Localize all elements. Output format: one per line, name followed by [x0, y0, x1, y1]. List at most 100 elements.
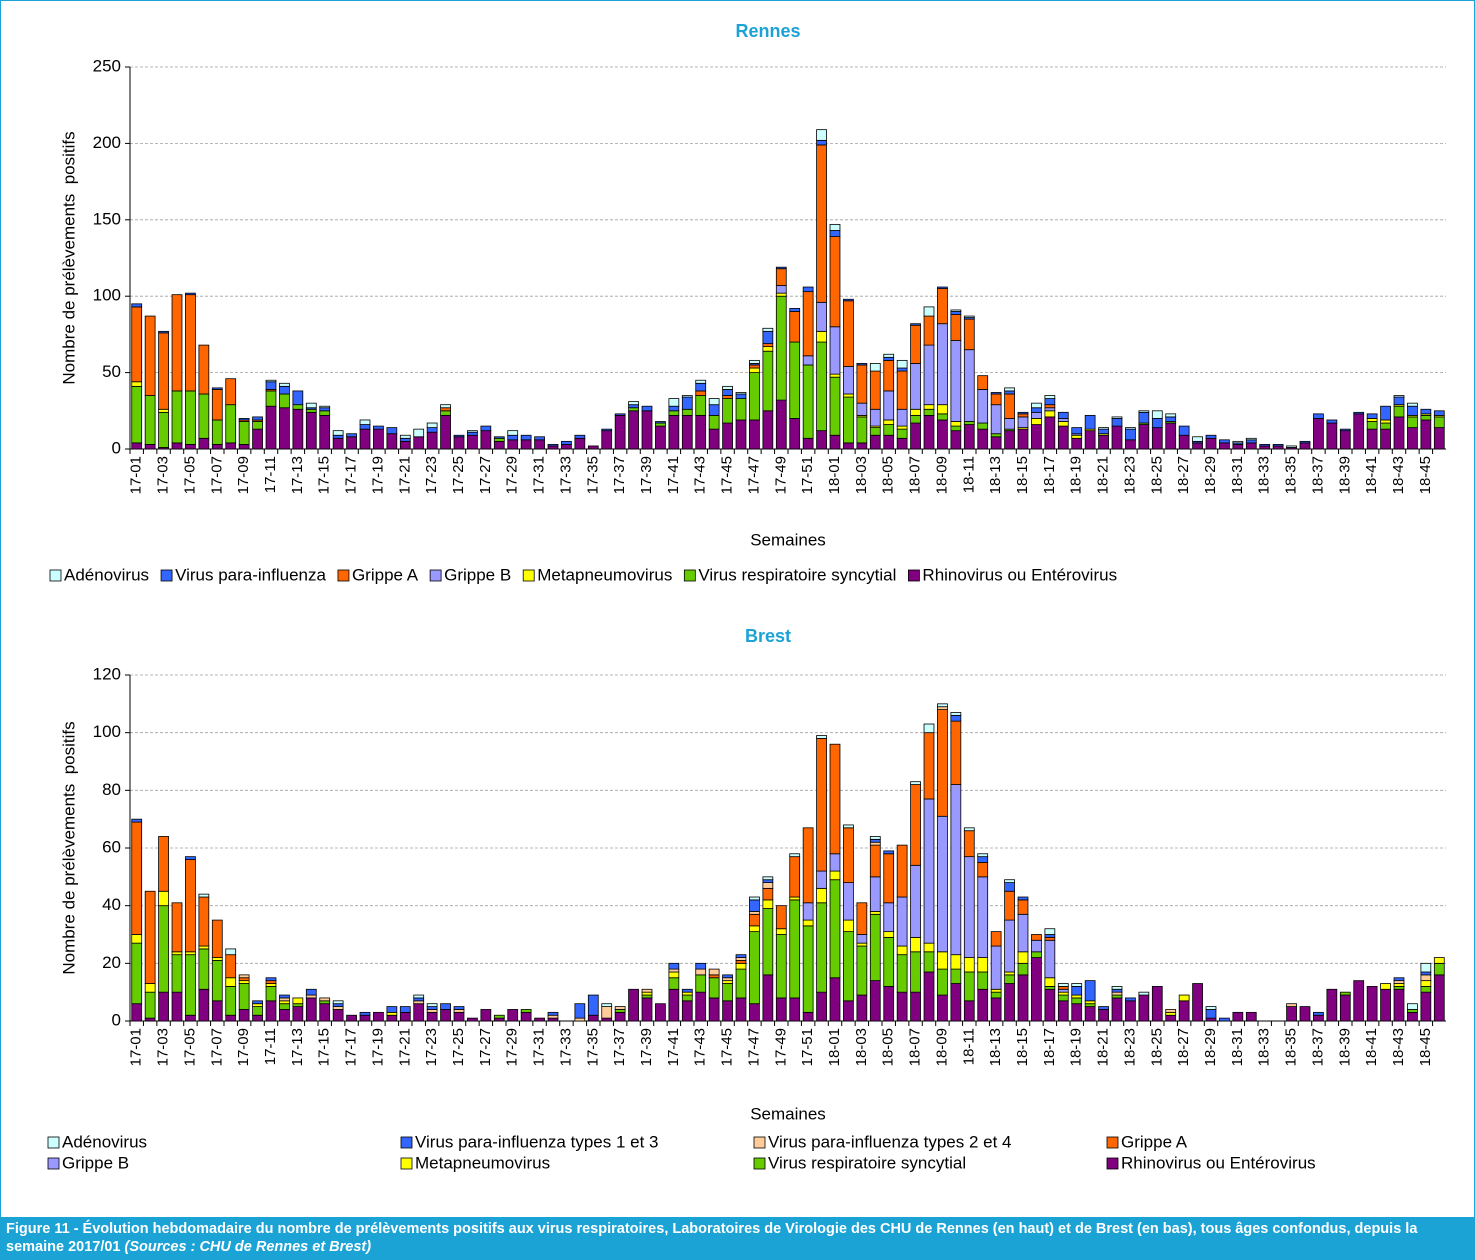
bar-segment	[883, 434, 895, 450]
bar-segment	[695, 968, 707, 976]
legend-label: Adénovirus	[64, 565, 149, 584]
bar-segment	[480, 425, 492, 432]
bar-segment	[1232, 440, 1244, 444]
bar-segment	[856, 442, 868, 450]
bar-segment	[359, 428, 371, 450]
bar-segment	[1313, 418, 1324, 450]
bar-segment	[708, 974, 720, 979]
bar-segment	[1339, 991, 1351, 996]
x-tick-label: 17-33	[557, 1028, 574, 1066]
bar-segment	[708, 968, 720, 976]
bar-segment	[252, 1006, 263, 1016]
bar-segment	[440, 1009, 451, 1022]
bar-segment	[843, 442, 854, 450]
bar-segment	[1313, 1014, 1324, 1022]
x-tick-label: 18-13	[987, 1028, 1004, 1066]
bar-segment	[950, 712, 962, 716]
bar-segment	[883, 390, 895, 421]
bar-segment	[937, 703, 948, 708]
bar-segment	[1098, 1009, 1109, 1022]
bar-segment	[1380, 405, 1391, 421]
x-tick-label: 17-43	[692, 456, 709, 494]
bar-segment	[937, 709, 948, 817]
bar-segment	[869, 876, 881, 912]
x-tick-label: 17-07	[208, 456, 225, 494]
bar-segment	[1138, 994, 1150, 1022]
y-tick-label: 20	[102, 953, 121, 972]
legend-swatch	[1106, 1136, 1119, 1149]
bar-segment	[789, 856, 801, 898]
x-tick-label: 18-11	[960, 1028, 977, 1065]
bar-segment	[399, 1011, 411, 1022]
bar-segment	[789, 308, 801, 312]
bar-segment	[695, 395, 707, 416]
bar-segment	[843, 824, 854, 829]
bar-segment	[1326, 988, 1338, 1022]
bar-segment	[1219, 442, 1230, 450]
bar-segment	[923, 798, 935, 944]
bar-segment	[856, 942, 868, 947]
bar-segment	[883, 931, 895, 938]
bar-segment	[211, 957, 223, 961]
bar-segment	[1044, 398, 1056, 406]
bar-segment	[1420, 974, 1432, 982]
bar-segment	[1044, 410, 1056, 418]
bar-segment	[1044, 407, 1056, 412]
bar-segment	[856, 363, 868, 366]
bar-segment	[1192, 983, 1203, 1022]
x-tick-label: 18-17	[1041, 1028, 1058, 1066]
x-tick-label: 18-45	[1417, 1028, 1434, 1066]
bar-segment	[843, 393, 854, 398]
bar-segment	[829, 743, 841, 855]
bar-segment	[225, 1014, 237, 1022]
bar-segment	[574, 437, 586, 450]
bar-segment	[587, 1014, 599, 1022]
bar-segment	[1057, 425, 1069, 450]
bar-segment	[1071, 427, 1083, 435]
bar-segment	[923, 315, 935, 346]
x-tick-label: 17-49	[772, 1028, 789, 1066]
x-tick-label: 18-23	[1121, 456, 1138, 494]
bar-segment	[225, 986, 237, 1016]
bar-segment	[279, 393, 290, 409]
x-tick-label: 18-13	[987, 456, 1004, 494]
bar-segment	[211, 389, 223, 421]
bar-segment	[520, 439, 532, 450]
bar-segment	[869, 980, 881, 1022]
y-axis-label: Nombre de prélèvements positifs	[59, 721, 78, 974]
x-tick-label: 18-09	[933, 456, 950, 494]
caption-text: Figure 11 - Évolution hebdomadaire du no…	[6, 1221, 1418, 1255]
bar-segment	[319, 1000, 331, 1005]
bar-segment	[1178, 434, 1190, 450]
x-tick-label: 17-01	[128, 456, 145, 494]
x-tick-label: 17-21	[396, 1028, 413, 1066]
bar-segment	[668, 962, 680, 970]
bar-segment	[843, 827, 854, 883]
legend-swatch	[337, 569, 350, 582]
bar-segment	[990, 991, 1002, 999]
bar-segment	[681, 991, 693, 996]
x-tick-label: 17-35	[584, 456, 601, 494]
bar-segment	[359, 1011, 371, 1016]
bar-segment	[735, 398, 747, 421]
bar-segment	[1004, 882, 1015, 892]
bar-segment	[185, 390, 196, 445]
bar-segment	[681, 408, 693, 416]
bar-segment	[1044, 416, 1056, 450]
bar-segment	[1151, 418, 1163, 429]
bar-segment	[963, 315, 975, 318]
bar-segment	[1004, 387, 1015, 392]
bar-segment	[131, 942, 143, 1005]
bar-segment	[386, 1014, 398, 1022]
legend-label: Metapneumovirus	[537, 565, 672, 584]
bar-segment	[279, 994, 290, 999]
bar-segment	[238, 983, 250, 1010]
bar-segment	[158, 332, 169, 410]
bar-segment	[319, 407, 331, 412]
bar-segment	[1111, 425, 1123, 450]
legend-swatch	[429, 569, 442, 582]
bar-segment	[1299, 1006, 1311, 1022]
bar-segment	[789, 341, 801, 419]
bar-segment	[547, 1017, 559, 1022]
bar-segment	[1339, 430, 1351, 450]
